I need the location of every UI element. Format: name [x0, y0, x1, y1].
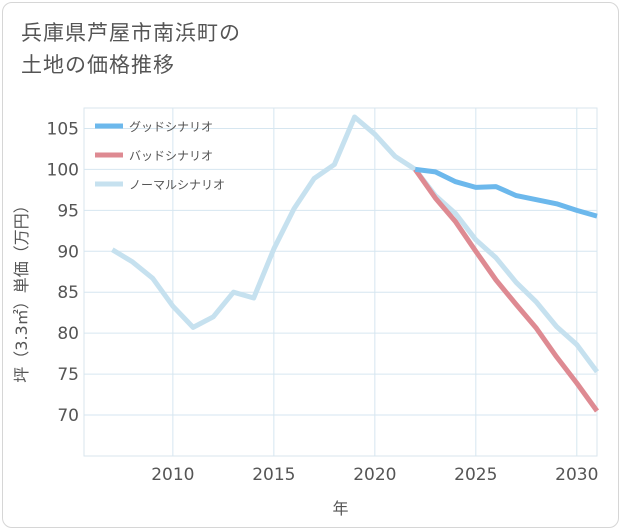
y-tick-label-75: 75 [57, 365, 79, 385]
y-axis-title: 坪（3.3㎡）単価（万円） [12, 197, 31, 382]
y-tick-label-100: 100 [47, 160, 79, 180]
grid-lines [83, 107, 598, 457]
legend-label-good-scenario: グッドシナリオ [129, 120, 213, 134]
y-tick-label-70: 70 [57, 406, 79, 426]
legend-label-normal-scenario: ノーマルシナリオ [129, 178, 225, 192]
y-tick-label-80: 80 [57, 324, 79, 344]
normal-scenario-line [111, 114, 600, 374]
y-tick-label-95: 95 [57, 201, 79, 221]
good-scenario-line [414, 166, 598, 219]
x-tick-label-2010: 2010 [151, 465, 194, 485]
bad-scenario-line [413, 167, 600, 413]
x-tick-label-2025: 2025 [454, 465, 497, 485]
y-tick-label-105: 105 [47, 119, 79, 139]
chart-title-line-2: 土地の価格推移 [21, 53, 175, 77]
chart-title: 兵庫県芦屋市南浜町の 土地の価格推移 [21, 17, 241, 81]
chart-title-line-1: 兵庫県芦屋市南浜町の [21, 21, 241, 45]
y-tick-label-90: 90 [57, 242, 79, 262]
x-tick-label-2015: 2015 [252, 465, 295, 485]
y-tick-label-85: 85 [57, 283, 79, 303]
tick-labels: 2010 2015 2020 2025 2030 70 75 80 85 90 95 100 105 [47, 119, 599, 485]
x-tick-label-2020: 2020 [353, 465, 396, 485]
x-axis-title: 年 [332, 499, 348, 518]
series-lines [111, 114, 600, 413]
x-tick-label-2030: 2030 [555, 465, 598, 485]
legend-label-bad-scenario: バッドシナリオ [129, 149, 213, 163]
plot-frame [83, 107, 598, 457]
